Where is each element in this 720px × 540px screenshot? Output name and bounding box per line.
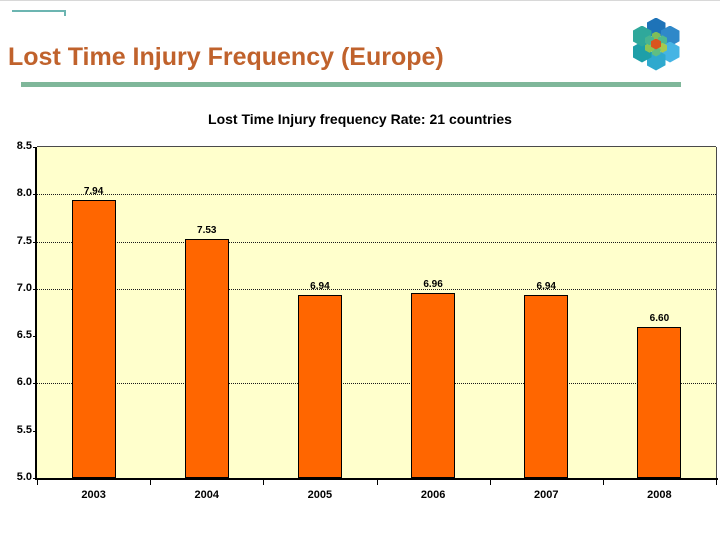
bar-2005 [297, 294, 342, 478]
logo-inner-hexagon-0 [651, 31, 661, 42]
logo-inner-hexagon-5 [645, 35, 654, 46]
logo-inner-hexagon-2 [658, 42, 667, 53]
logo-inner-hexagon-1 [658, 35, 667, 46]
y-tick-label-6.0: 6.0 [16, 376, 32, 389]
x-tick-0 [37, 480, 38, 485]
chart-plot-area: 7.94 7.53 6.94 6.96 6.94 6.60 [37, 147, 716, 478]
x-tick-label-2003: 2003 [81, 489, 106, 501]
lti-frequency-bar-chart: Lost Time Injury frequency Rate: 21 coun… [0, 101, 720, 531]
plot-top-border [37, 146, 716, 147]
x-tick-3 [376, 480, 378, 485]
hexagon-flower-logo [630, 15, 682, 73]
chart-title: Lost Time Injury frequency Rate: 21 coun… [208, 111, 512, 127]
x-tick-2 [263, 480, 265, 485]
gridline-7.5 [37, 241, 716, 243]
x-axis-line [35, 478, 718, 480]
y-tick-label-5.0: 5.0 [16, 471, 32, 483]
x-tick-4 [489, 480, 491, 485]
x-tick-label-2008: 2008 [647, 489, 672, 501]
bar-value-label-2007: 6.94 [536, 280, 556, 292]
logo-inner-hexagon-4 [645, 42, 654, 53]
bar-value-label-2005: 6.94 [310, 280, 330, 292]
corner-accent-line-end [64, 10, 66, 16]
y-tick-label-5.5: 5.5 [16, 423, 32, 436]
title-divider-rule [21, 82, 681, 87]
y-tick-label-8.0: 8.0 [16, 187, 32, 200]
gridline-8.0 [37, 194, 716, 196]
y-tick-label-6.5: 6.5 [16, 329, 32, 342]
y-tick-label-8.5: 8.5 [16, 140, 32, 152]
gridline-7.0 [37, 288, 716, 290]
x-tick-6 [716, 480, 717, 485]
y-tick-label-7.0: 7.0 [16, 281, 32, 294]
bar-value-label-2006: 6.96 [423, 278, 443, 290]
bar-value-label-2003: 7.94 [83, 185, 104, 197]
logo-center-hexagon [651, 38, 661, 50]
bar-2006 [411, 292, 456, 478]
y-axis-line [35, 147, 37, 480]
logo-inner-hexagon-3 [651, 46, 661, 57]
x-tick-1 [150, 480, 152, 485]
slide-title: Lost Time Injury Frequency (Europe) [8, 43, 444, 71]
bar-value-label-2004: 7.53 [197, 224, 217, 236]
gridline-6.0 [37, 383, 716, 385]
x-tick-label-2004: 2004 [194, 489, 219, 501]
corner-accent-line [12, 10, 66, 12]
bar-2008 [637, 326, 682, 478]
y-tick-label-7.5: 7.5 [16, 234, 32, 247]
x-tick-label-2006: 2006 [420, 489, 446, 501]
bar-2003 [71, 199, 116, 478]
x-tick-label-2007: 2007 [534, 489, 559, 501]
x-tick-label-2005: 2005 [307, 489, 333, 501]
bar-2004 [184, 238, 229, 478]
x-tick-5 [602, 480, 604, 485]
plot-right-border [716, 147, 717, 478]
bar-2007 [524, 294, 569, 478]
bar-value-label-2008: 6.60 [649, 312, 670, 324]
